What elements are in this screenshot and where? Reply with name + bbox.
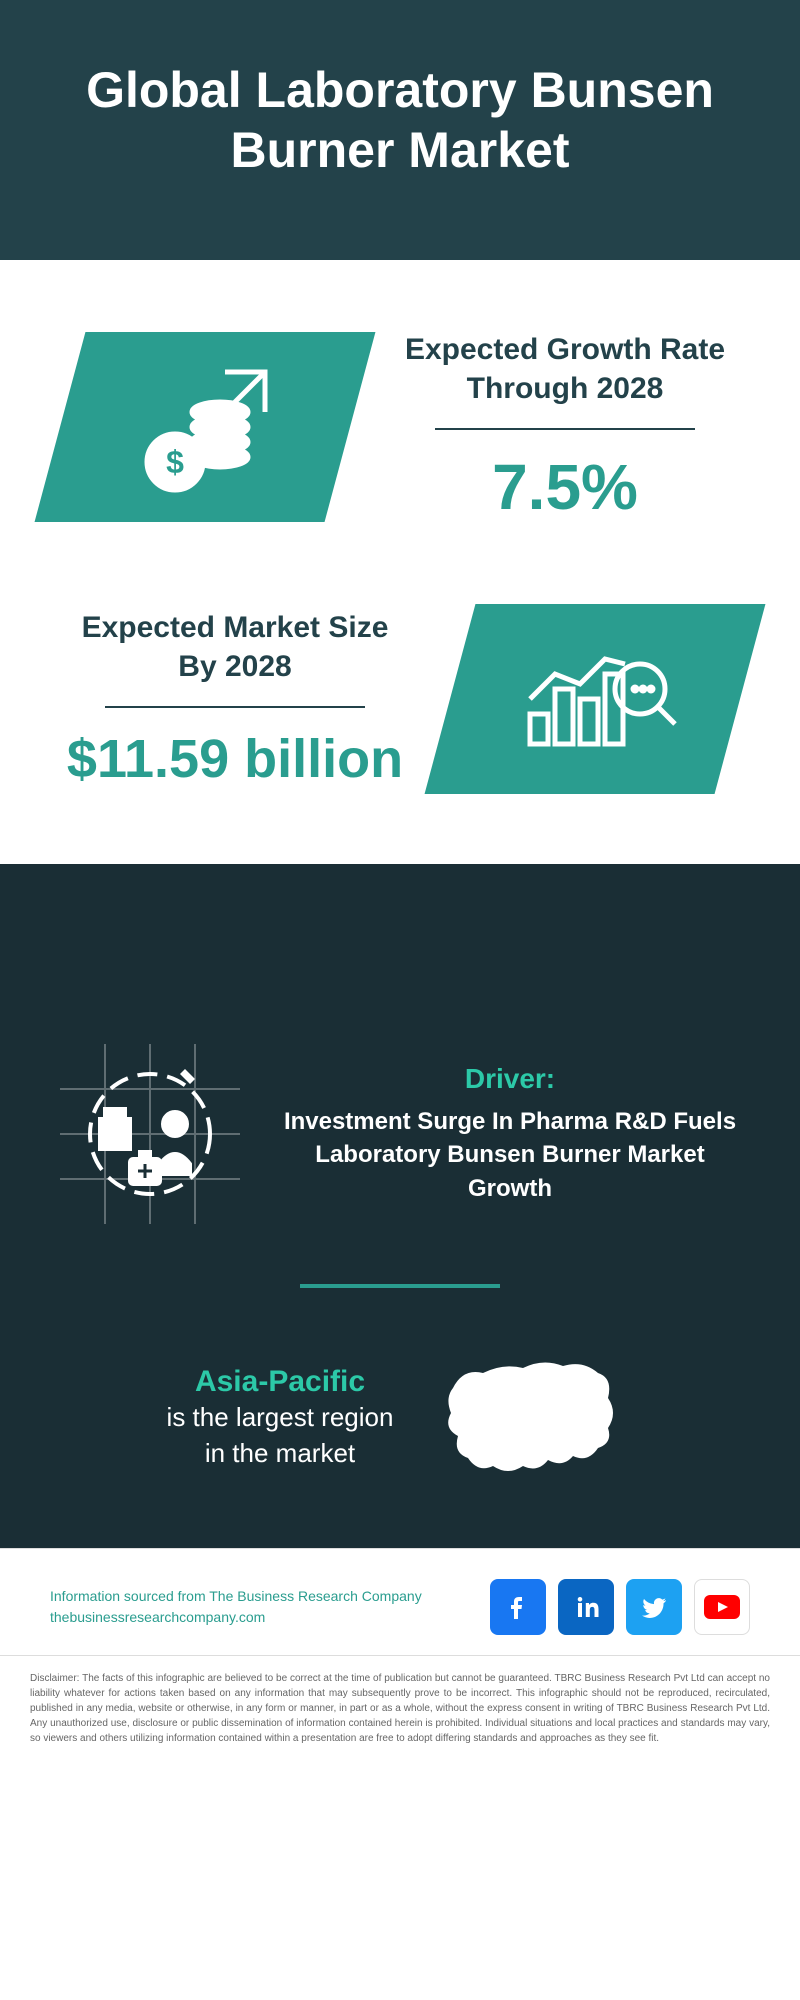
skyline-decoration bbox=[0, 864, 800, 1004]
linkedin-icon[interactable] bbox=[558, 1579, 614, 1635]
size-metric: Expected Market Size By 2028 $11.59 bill… bbox=[60, 608, 410, 790]
region-text: Asia-Pacific is the largest region in th… bbox=[167, 1365, 394, 1472]
header: Global Laboratory Bunsen Burner Market bbox=[0, 0, 800, 260]
footer-attribution: Information sourced from The Business Re… bbox=[50, 1586, 422, 1628]
region-name: Asia-Pacific bbox=[167, 1365, 394, 1399]
asia-map-icon bbox=[433, 1348, 633, 1488]
region-desc-line1: is the largest region bbox=[167, 1399, 394, 1435]
growth-label: Expected Growth Rate Through 2028 bbox=[390, 330, 740, 408]
money-growth-icon: $ bbox=[125, 357, 285, 497]
disclaimer: Disclaimer: The facts of this infographi… bbox=[0, 1656, 800, 1776]
social-icons bbox=[490, 1579, 750, 1635]
growth-rate-section: $ Expected Growth Rate Through 2028 7.5% bbox=[0, 260, 800, 564]
youtube-icon[interactable] bbox=[694, 1579, 750, 1635]
divider bbox=[105, 706, 365, 708]
section-divider bbox=[300, 1284, 500, 1288]
market-size-section: Expected Market Size By 2028 $11.59 bill… bbox=[0, 564, 800, 864]
driver-title: Driver: bbox=[280, 1063, 740, 1095]
size-label: Expected Market Size By 2028 bbox=[60, 608, 410, 686]
divider bbox=[435, 428, 695, 430]
region-map-icon bbox=[433, 1348, 633, 1488]
growth-icon-block: $ bbox=[60, 332, 350, 522]
footer-line2: thebusinessresearchcompany.com bbox=[50, 1607, 422, 1628]
growth-value: 7.5% bbox=[390, 450, 740, 524]
twitter-icon[interactable] bbox=[626, 1579, 682, 1635]
region-row: Asia-Pacific is the largest region in th… bbox=[60, 1348, 740, 1488]
facebook-icon[interactable] bbox=[490, 1579, 546, 1635]
dark-section: Driver: Investment Surge In Pharma R&D F… bbox=[0, 1004, 800, 1548]
research-icon bbox=[60, 1044, 240, 1224]
footer: Information sourced from The Business Re… bbox=[0, 1548, 800, 1656]
size-icon-block bbox=[450, 604, 740, 794]
driver-text: Driver: Investment Surge In Pharma R&D F… bbox=[280, 1063, 740, 1206]
page-title: Global Laboratory Bunsen Burner Market bbox=[40, 60, 760, 180]
driver-row: Driver: Investment Surge In Pharma R&D F… bbox=[60, 1044, 740, 1224]
chart-analysis-icon bbox=[510, 629, 680, 769]
footer-line1: Information sourced from The Business Re… bbox=[50, 1586, 422, 1607]
region-desc-line2: in the market bbox=[167, 1435, 394, 1471]
growth-metric: Expected Growth Rate Through 2028 7.5% bbox=[390, 330, 740, 524]
svg-text:$: $ bbox=[166, 444, 184, 480]
driver-icon-container bbox=[60, 1044, 240, 1224]
driver-description: Investment Surge In Pharma R&D Fuels Lab… bbox=[280, 1105, 740, 1206]
size-value: $11.59 billion bbox=[60, 728, 410, 790]
